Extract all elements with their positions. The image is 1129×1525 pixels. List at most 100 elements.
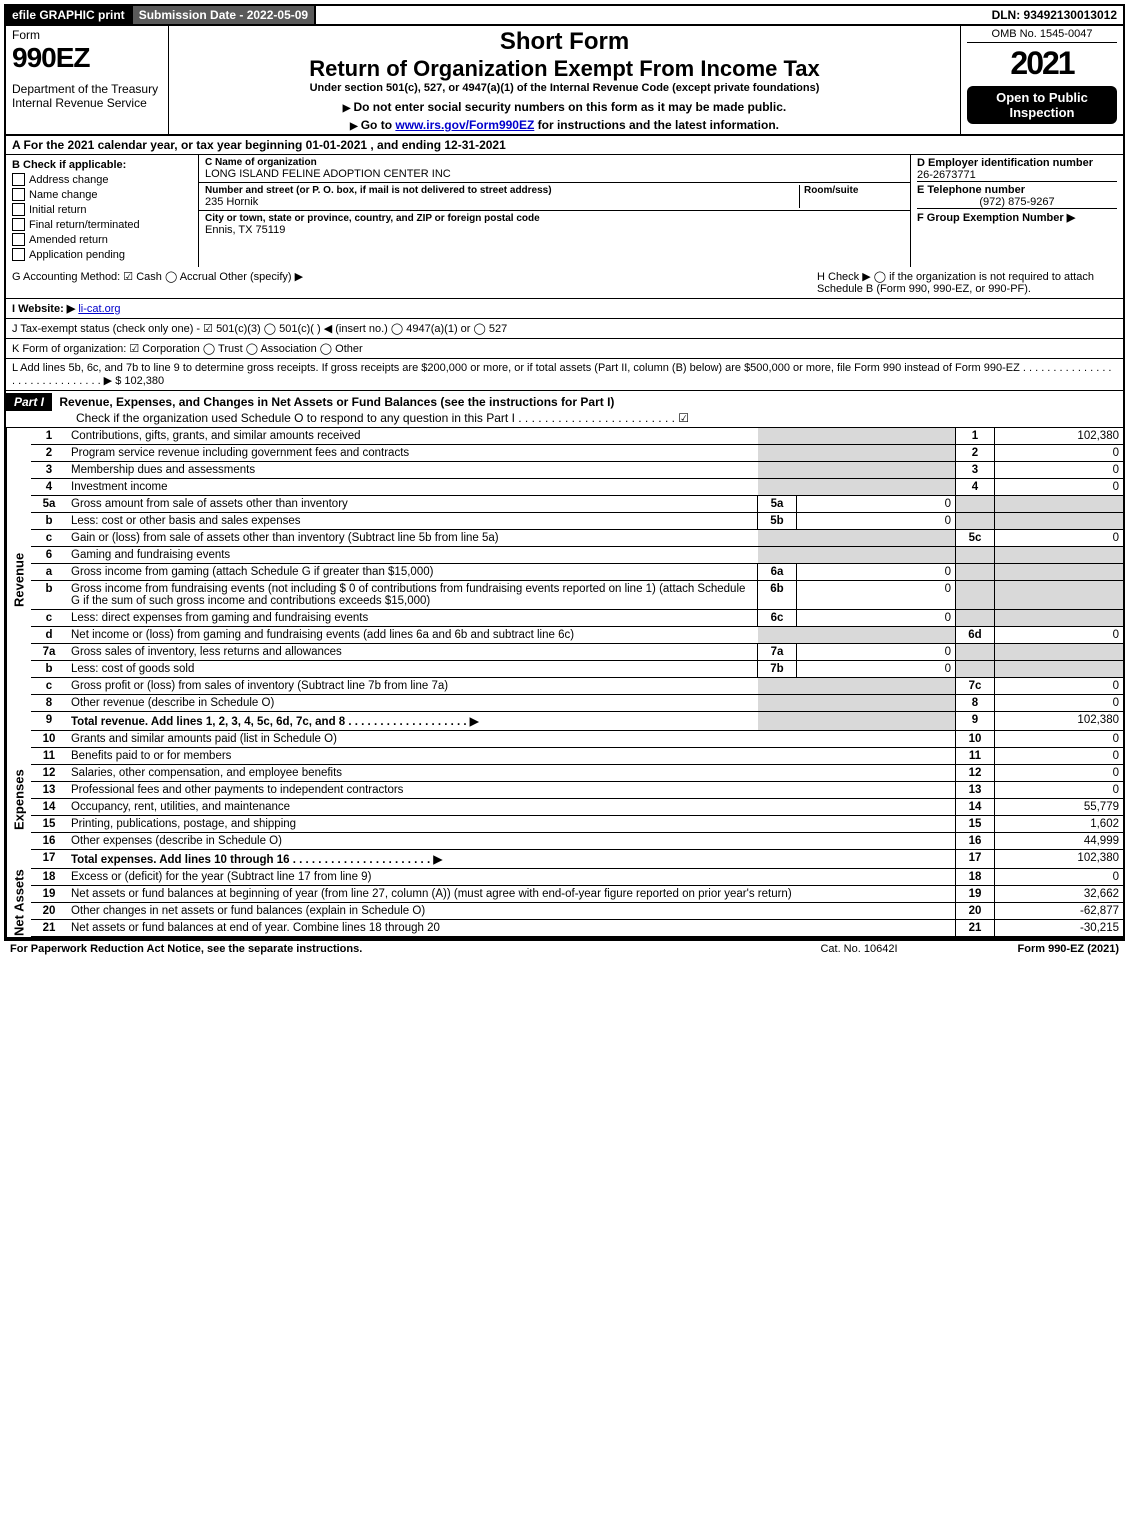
l6c-num: c [31,610,67,627]
open-public-badge: Open to Public Inspection [967,86,1117,124]
line-h: H Check ▶ ◯ if the organization is not r… [817,270,1117,295]
chk-name-change[interactable]: Name change [12,188,192,201]
netassets-table: 18Excess or (deficit) for the year (Subt… [31,869,1123,937]
l6b-il: 6b [758,581,797,610]
l5c-num: c [31,530,67,547]
chk-address-change[interactable]: Address change [12,173,192,186]
part1-check-o: Check if the organization used Schedule … [6,411,689,425]
l7c-num: c [31,678,67,695]
l2-rnum: 2 [956,445,995,462]
l4-rnum: 4 [956,479,995,496]
l5a-num: 5a [31,496,67,513]
chk-final-return-label: Final return/terminated [29,219,140,231]
goto-instructions: Go to www.irs.gov/Form990EZ for instruct… [175,118,954,132]
line-3: 3Membership dues and assessments30 [31,462,1123,479]
l16-rnum: 16 [956,833,995,850]
goto-pre: Go to [361,118,396,132]
l16-num: 16 [31,833,67,850]
l2-rval: 0 [995,445,1124,462]
f-label: F Group Exemption Number ▶ [917,211,1117,224]
chk-initial-return-label: Initial return [29,204,86,216]
l19-rval: 32,662 [995,886,1124,903]
street-value: 235 Hornik [205,196,799,208]
city-value: Ennis, TX 75119 [205,224,904,236]
b-label: B Check if applicable: [12,159,192,171]
line-6a: aGross income from gaming (attach Schedu… [31,564,1123,581]
part1-title: Revenue, Expenses, and Changes in Net As… [55,395,614,409]
l15-rval: 1,602 [995,816,1124,833]
l6a-iv: 0 [797,564,956,581]
line-5b: bLess: cost or other basis and sales exp… [31,513,1123,530]
row-g-h: G Accounting Method: ☑ Cash ◯ Accrual Ot… [6,267,1123,299]
street-label: Number and street (or P. O. box, if mail… [205,185,799,196]
l20-rval: -62,877 [995,903,1124,920]
chk-final-return[interactable]: Final return/terminated [12,218,192,231]
l13-desc: Professional fees and other payments to … [67,782,956,799]
l6b-desc: Gross income from fundraising events (no… [67,581,758,610]
dept-treasury: Department of the Treasury [12,82,162,96]
l9-rnum: 9 [956,712,995,731]
chk-application-pending[interactable]: Application pending [12,248,192,261]
revenue-table: 1 Contributions, gifts, grants, and simil… [31,428,1123,731]
l3-rnum: 3 [956,462,995,479]
org-name-cell: C Name of organization LONG ISLAND FELIN… [199,155,910,183]
l8-desc: Other revenue (describe in Schedule O) [67,695,758,712]
l5c-rnum: 5c [956,530,995,547]
d-value: 26-2673771 [917,169,1117,182]
l1-rnum: 1 [956,428,995,445]
footer-left: For Paperwork Reduction Act Notice, see … [10,943,362,955]
line-16: 16Other expenses (describe in Schedule O… [31,833,1123,850]
l7b-il: 7b [758,661,797,678]
l8-rval: 0 [995,695,1124,712]
website-link[interactable]: li-cat.org [78,303,120,315]
l6d-rnum: 6d [956,627,995,644]
l15-num: 15 [31,816,67,833]
e-value: (972) 875-9267 [917,196,1117,209]
l6b-iv: 0 [797,581,956,610]
line-17: 17Total expenses. Add lines 10 through 1… [31,850,1123,869]
header-right: OMB No. 1545-0047 2021 Open to Public In… [961,26,1123,134]
l10-num: 10 [31,731,67,748]
l15-rnum: 15 [956,816,995,833]
l18-rval: 0 [995,869,1124,886]
line-6: 6Gaming and fundraising events [31,547,1123,564]
chk-initial-return[interactable]: Initial return [12,203,192,216]
goto-link[interactable]: www.irs.gov/Form990EZ [395,118,534,132]
l6c-il: 6c [758,610,797,627]
submission-date: Submission Date - 2022-05-09 [131,6,316,24]
short-form-title: Short Form [175,28,954,56]
chk-amended-return[interactable]: Amended return [12,233,192,246]
l20-num: 20 [31,903,67,920]
l1-desc: Contributions, gifts, grants, and simila… [67,428,758,445]
form-number: 990EZ [12,42,162,74]
l9-rval: 102,380 [995,712,1124,731]
l7a-il: 7a [758,644,797,661]
l7a-desc: Gross sales of inventory, less returns a… [67,644,758,661]
goto-post: for instructions and the latest informat… [534,118,779,132]
l2-desc: Program service revenue including govern… [67,445,758,462]
l3-rval: 0 [995,462,1124,479]
line-12: 12Salaries, other compensation, and empl… [31,765,1123,782]
line-7c: cGross profit or (loss) from sales of in… [31,678,1123,695]
l6a-desc: Gross income from gaming (attach Schedul… [67,564,758,581]
expenses-block: Expenses 10Grants and similar amounts pa… [4,731,1125,869]
chk-address-change-label: Address change [29,174,109,186]
l17-num: 17 [31,850,67,869]
l1-gray1 [758,428,797,445]
efile-tag: efile GRAPHIC print [6,6,131,24]
line-5c: cGain or (loss) from sale of assets othe… [31,530,1123,547]
l12-rnum: 12 [956,765,995,782]
l20-desc: Other changes in net assets or fund bala… [67,903,956,920]
line-19: 19Net assets or fund balances at beginni… [31,886,1123,903]
l13-rnum: 13 [956,782,995,799]
l5a-iv: 0 [797,496,956,513]
line-4: 4Investment income40 [31,479,1123,496]
info-block-bcdef: B Check if applicable: Address change Na… [6,155,1123,267]
street-cell: Number and street (or P. O. box, if mail… [199,183,910,211]
l21-rnum: 21 [956,920,995,937]
l12-desc: Salaries, other compensation, and employ… [67,765,956,782]
l6a-il: 6a [758,564,797,581]
l8-rnum: 8 [956,695,995,712]
line-11: 11Benefits paid to or for members110 [31,748,1123,765]
col-d-e-f: D Employer identification number 26-2673… [911,155,1123,267]
